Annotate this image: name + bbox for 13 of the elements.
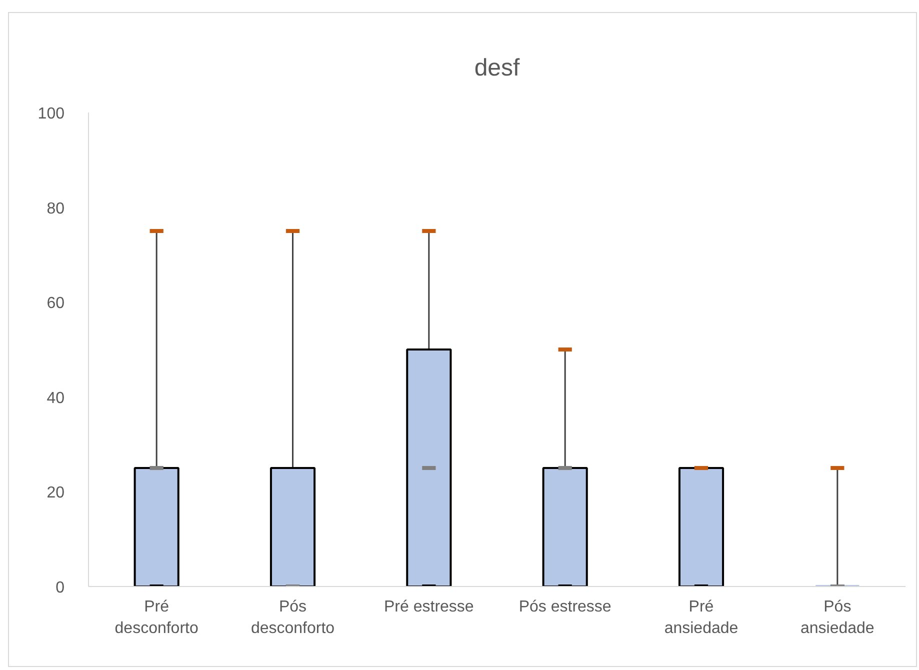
y-tick-label: 40 bbox=[46, 390, 65, 407]
x-tick-label: Pré estresse bbox=[384, 598, 474, 616]
chart-title: desf bbox=[474, 54, 520, 82]
y-tick-label: 60 bbox=[46, 295, 65, 312]
y-tick-label: 80 bbox=[46, 200, 65, 218]
y-tick-label: 0 bbox=[56, 580, 65, 596]
x-tick-label: Pós estresse bbox=[518, 598, 612, 616]
x-tick-label: Pós ansiedade bbox=[800, 598, 874, 637]
x-tick-label: Pós desconforto bbox=[250, 598, 335, 637]
x-tick-label: Pré ansiedade bbox=[664, 598, 738, 637]
y-tick-label: 20 bbox=[46, 484, 65, 502]
y-tick-label: 100 bbox=[38, 106, 65, 122]
x-tick-label: Pré desconforto bbox=[114, 598, 198, 637]
